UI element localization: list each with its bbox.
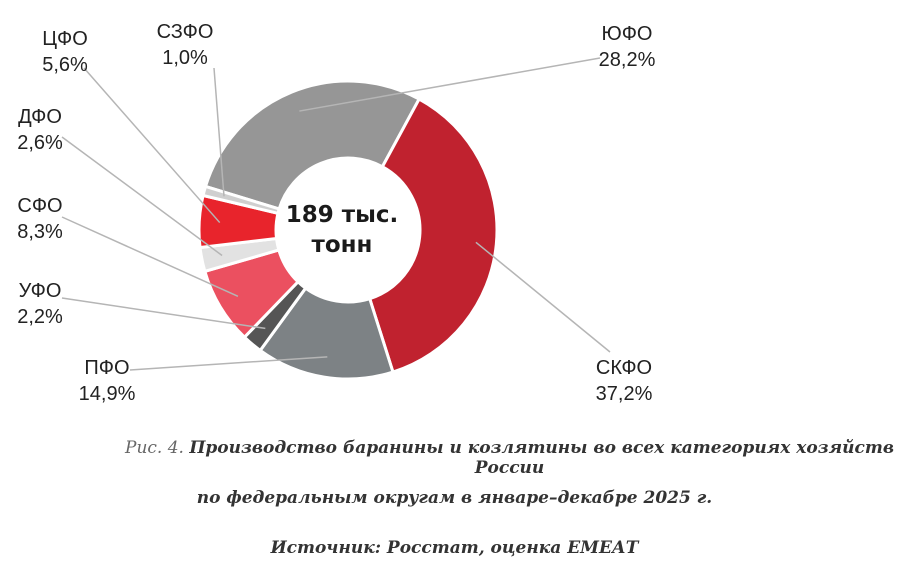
source-text: Источник: Росстат, оценка ЕМЕАТ: [270, 538, 639, 558]
slice-8: [201, 184, 282, 216]
leader-line-1: [299, 57, 601, 112]
slice-name-label: ЮФО: [602, 23, 653, 45]
slice-value-label: 8,3%: [17, 221, 63, 243]
leader-line-6: [61, 136, 223, 257]
leader-line-5: [61, 216, 239, 297]
slice-value-label: 5,6%: [42, 54, 88, 76]
figure-title-cont: по федеральным округам в январе–декабре …: [196, 488, 713, 508]
slice-1: [203, 79, 422, 211]
slice-value-label: 2,2%: [17, 306, 63, 328]
leader-line-7: [83, 67, 221, 224]
slice-value-label: 1,0%: [162, 47, 208, 69]
slice-value-label: 28,2%: [599, 49, 656, 71]
slice-name-label: ЦФО: [42, 28, 88, 50]
donut-chart: ЮФО 28,2% СКФО 37,2% ПФО 14,9% УФО 2,2% СФО 8,3% Д…: [17, 21, 655, 405]
leader-line-4: [61, 297, 266, 330]
figure-title: Производство баранины и козлятины во все…: [189, 438, 894, 478]
slice-name-label: ПФО: [84, 357, 129, 379]
figure-number: Рис. 4.: [125, 438, 184, 458]
figure-caption-line2: по федеральным округам в январе–декабре …: [0, 488, 909, 508]
slice-labels: ЮФО 28,2% СКФО 37,2% ПФО 14,9% УФО 2,2% СФО 8,3% Д…: [17, 21, 655, 405]
slice-value-label: 14,9%: [79, 383, 136, 405]
figure-caption-line1: Рис. 4. Производство баранины и козлятин…: [0, 438, 909, 478]
figure-source: Источник: Росстат, оценка ЕМЕАТ: [0, 538, 909, 558]
slice-name-label: СКФО: [596, 357, 652, 379]
slice-name-label: СЗФО: [157, 21, 214, 43]
slice-2: [367, 97, 499, 374]
slice-value-label: 37,2%: [596, 383, 653, 405]
center-label-line1: 189 тыс.: [286, 202, 399, 228]
leader-line-3: [129, 356, 328, 371]
center-label-line2: тонн: [312, 232, 373, 258]
slice-name-label: СФО: [17, 195, 62, 217]
leader-line-8: [213, 67, 225, 197]
leader-lines: [61, 57, 611, 371]
leader-line-2: [475, 241, 611, 353]
slice-value-label: 2,6%: [17, 132, 63, 154]
donut-slices: [197, 79, 499, 381]
slice-name-label: ДФО: [18, 106, 62, 128]
slice-name-label: УФО: [19, 280, 62, 302]
